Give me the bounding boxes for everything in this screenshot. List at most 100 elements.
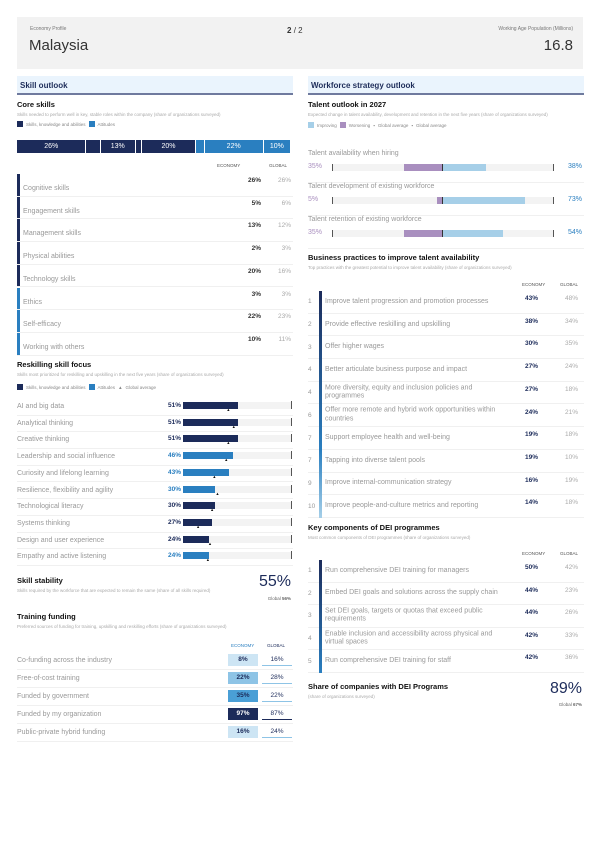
stacked-segment: 26%	[17, 140, 87, 153]
table-row: 1 Run comprehensive DEI training for mana…	[308, 560, 584, 583]
legend-swatch-attitudes	[88, 121, 95, 127]
table-row: 3 Offer higher wages 30% 35%	[308, 336, 584, 360]
global-marker: ▲	[226, 440, 231, 446]
economy-value: 27%	[524, 385, 538, 393]
table-row: Design and user experience 24% ▲	[17, 533, 293, 550]
economy-cell: 8%	[228, 654, 258, 666]
center-divider	[442, 197, 443, 204]
global-marker: ▲	[215, 490, 220, 496]
row-label: Analytical thinking	[17, 419, 74, 427]
table-row: Talent retention of existing workforce 35…	[308, 216, 584, 249]
row-group-bar	[17, 287, 20, 310]
value-label: 30%	[167, 485, 181, 493]
global-value: 23%	[564, 586, 578, 594]
table-row: Co-funding across the industry 8% 16%	[17, 652, 293, 670]
global-marker: ▲	[224, 457, 229, 463]
stacked-segment: 22%	[204, 140, 264, 153]
global-value: 36%	[564, 654, 578, 662]
row-label: Run comprehensive DEI training for staff	[325, 656, 451, 664]
row-label: Systems thinking	[17, 519, 70, 527]
global-cell: 24%	[262, 726, 292, 738]
dei-share-title: Share of companies with DEI Programs	[308, 682, 449, 691]
row-label: Leadership and social influence	[17, 453, 116, 461]
bar-end-tick	[291, 434, 292, 443]
col-economy: ECONOMY	[522, 551, 546, 556]
skill-stability-subtitle: Skills required by the workforce that ar…	[17, 588, 211, 593]
worsening-bar	[403, 230, 443, 237]
value-label: 51%	[167, 418, 181, 426]
col-global: GLOBAL	[560, 551, 579, 556]
improving-value: 38%	[567, 163, 582, 170]
global-value: 18%	[564, 385, 578, 393]
global-value: 18%	[564, 431, 578, 439]
global-value: 33%	[564, 631, 578, 639]
country-name: Malaysia	[29, 37, 89, 54]
global-value: 3%	[281, 290, 291, 298]
col-global: GLOBAL	[267, 643, 286, 648]
funding-table: Co-funding across the industry 8% 16% Free-…	[17, 652, 293, 744]
economy-value: 50%	[524, 564, 538, 571]
economy-value: 44%	[524, 609, 538, 617]
row-label: Curiosity and lifelong learning	[17, 469, 109, 477]
row-label: Talent retention of existing workforce	[308, 216, 422, 223]
row-label: Co-funding across the industry	[17, 657, 112, 664]
global-value: 35%	[564, 340, 578, 348]
table-row: Leadership and social influence 46% ▲	[17, 449, 293, 466]
global-cell: 22%	[262, 690, 292, 702]
section-workforce-outlook: Workforce strategy outlook	[308, 76, 584, 95]
rank-number: 4	[308, 635, 312, 643]
economy-value: 42%	[524, 631, 538, 639]
legend-ska: Skills, knowledge and abilities	[26, 384, 86, 390]
stacked-segment: 20%	[142, 140, 196, 153]
improving-value: 54%	[567, 229, 582, 236]
reskilling-subtitle: Skills most prioritized for reskilling a…	[17, 372, 224, 377]
table-row: AI and big data 51% ▲	[17, 399, 293, 416]
global-value: 16%	[277, 267, 291, 275]
value-label: 30%	[167, 502, 181, 510]
row-label: Public-private hybrid funding	[17, 729, 106, 736]
row-label: Self-efficacy	[23, 321, 61, 329]
business-practices: Business practices to improve talent ava…	[308, 253, 584, 519]
reskilling-table: AI and big data 51% ▲ Analytical thinking 51…	[17, 399, 293, 567]
core-stacked-bar: 26% 13% 20% 22% 10%	[17, 140, 291, 153]
global-value: 26%	[564, 609, 578, 617]
talent-table: Talent availability when hiring 35% 38% Tal…	[308, 150, 584, 250]
col-global: GLOBAL	[560, 282, 579, 287]
table-row: 10 Improve people-and-culture metrics and…	[308, 495, 584, 518]
economy-value: 43%	[524, 295, 538, 302]
row-group-bar	[17, 219, 20, 242]
skill-stability-title: Skill stability	[17, 576, 63, 585]
row-label: Offer higher wages	[325, 342, 385, 350]
bar-track	[183, 518, 291, 526]
population-value: 16.8	[543, 37, 573, 54]
bar-track	[183, 552, 291, 560]
row-label: Run comprehensive DEI training for manag…	[325, 566, 469, 574]
row-group-bar	[17, 196, 20, 219]
page-indicator: 2 / 2	[287, 26, 303, 35]
value-label: 24%	[167, 552, 181, 560]
row-label: AI and big data	[17, 403, 65, 410]
economy-value: 14%	[524, 499, 538, 507]
global-value: 24%	[564, 363, 578, 371]
row-label: More diversity, equity and inclusion pol…	[325, 384, 473, 400]
stacked-segment: 10%	[263, 140, 291, 153]
table-row: Management skills 13% 12%	[17, 219, 293, 243]
value-label: 43%	[167, 468, 181, 476]
global-marker: ▲	[210, 507, 215, 513]
rank-number: 2	[308, 589, 312, 597]
table-row: 3 Set DEI goals, targets or quotas that e…	[308, 605, 584, 628]
economy-value: 5%	[251, 199, 261, 207]
worsening-bar	[437, 197, 443, 204]
row-label: Technology skills	[23, 275, 76, 283]
global-value: 19%	[564, 476, 578, 484]
global-value: 18%	[564, 499, 578, 507]
row-group-bar	[17, 242, 20, 264]
global-label: Global	[267, 596, 281, 601]
global-value: 11%	[278, 335, 291, 343]
table-row: Cognitive skills 26% 26%	[17, 174, 293, 197]
row-label: Funded by my organization	[17, 711, 102, 718]
economy-value: 38%	[524, 317, 538, 325]
bar	[183, 402, 239, 409]
row-label: Enable inclusion and accessibility acros…	[325, 630, 493, 646]
core-legend: Skills, knowledge and abilities Attitude…	[17, 121, 293, 127]
